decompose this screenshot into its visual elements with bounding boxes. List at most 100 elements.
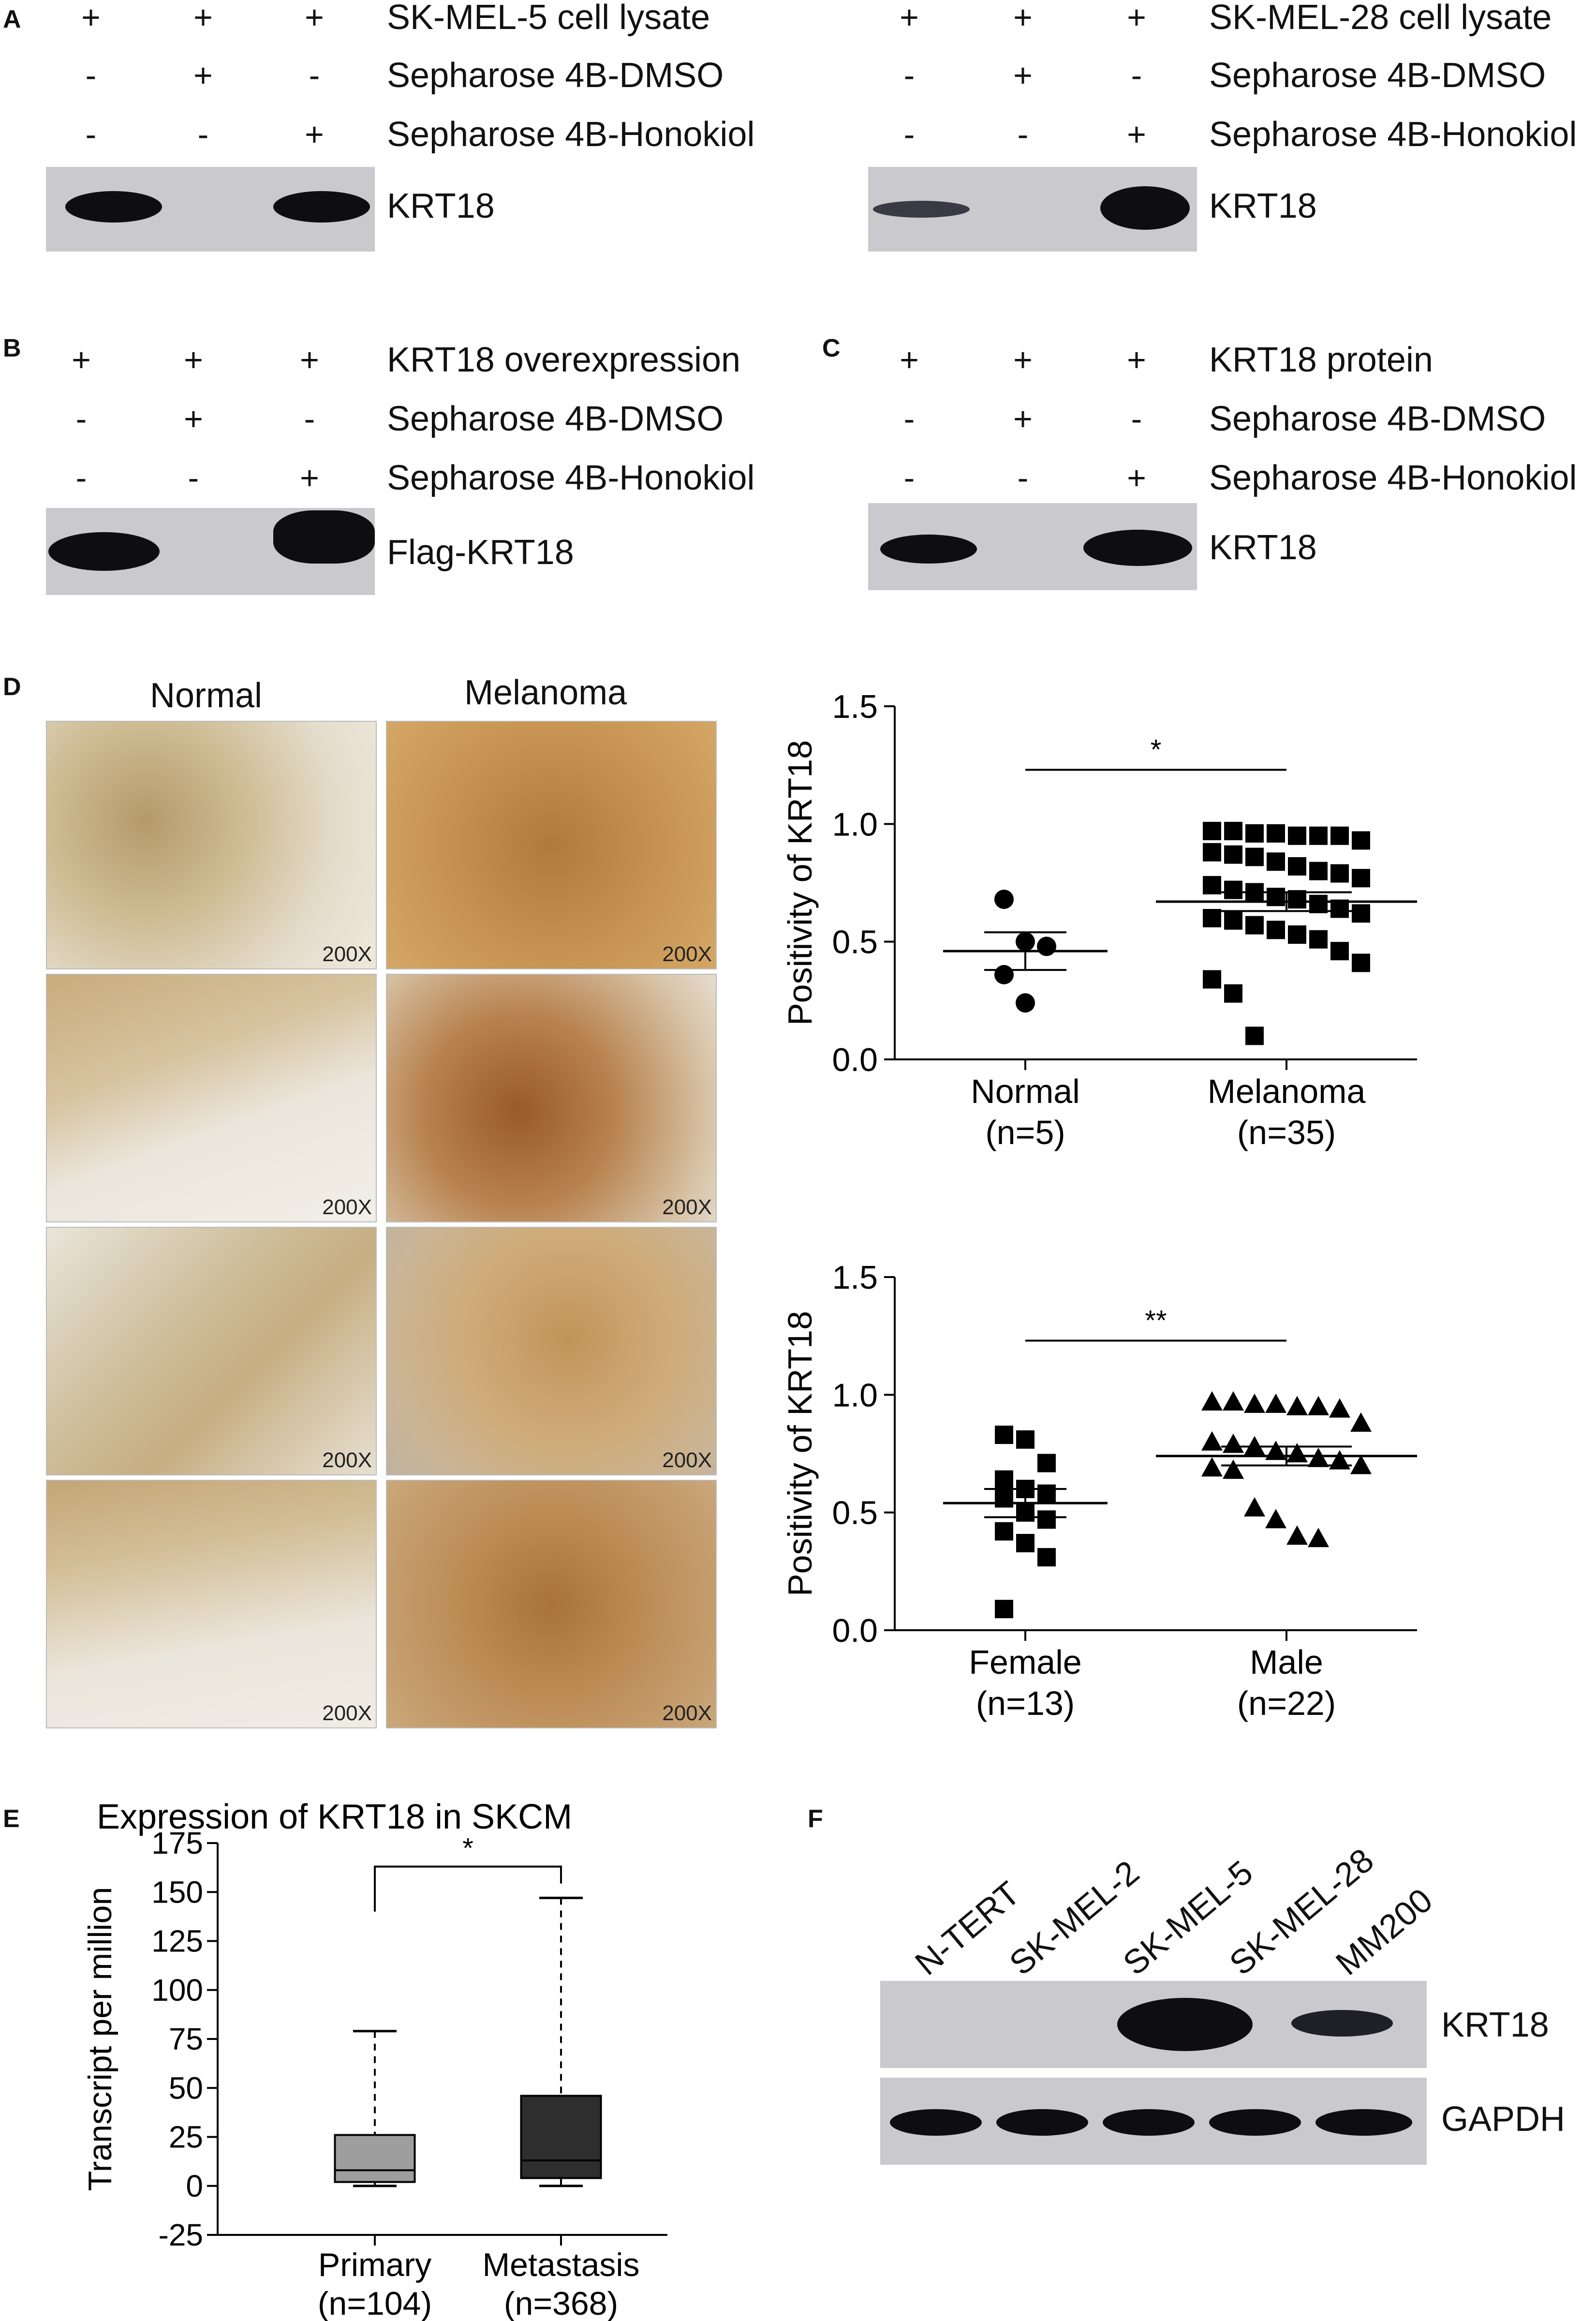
data-point [1223,1459,1244,1479]
scatter-plot-normal-vs-melanoma: 0.0 0.5 1.0 1.5 Positivity of KRT18 Normal (n=… [781,688,1417,1151]
data-point [1309,862,1328,880]
sign: - [75,401,87,437]
data-point [1203,876,1221,894]
box-plot-krt18-skcm: Expression of KRT18 in SKCM -25 0 25 50 75 100… [82,1798,667,2321]
blot-label: KRT18 [1209,187,1317,225]
blot-image [46,508,375,595]
blot-label: KRT18 [1441,2006,1549,2044]
sign: + [305,116,324,153]
y-axis-label: Transcript per million [82,1887,118,2191]
data-point [1309,930,1328,949]
blot-image [868,503,1197,590]
data-point [1201,1391,1223,1411]
x-tick-label: Primary [318,2247,431,2283]
data-point [1223,1391,1244,1411]
sign: - [304,401,315,437]
sign: - [1131,57,1142,94]
data-point [1203,821,1221,840]
y-tick-label: 0.0 [832,1041,878,1078]
sign: - [85,116,97,153]
chart-title: Expression of KRT18 in SKCM [97,1798,572,1836]
ihc-normal-3: 200X [46,1227,377,1475]
data-point [1016,1430,1034,1449]
panel-label-a: A [3,5,21,33]
sign: - [188,460,199,496]
box [520,2095,602,2179]
data-point [1288,925,1306,944]
data-point [1267,852,1285,871]
sign: + [1127,0,1146,36]
significance-marker: * [462,1833,473,1864]
blot-label: Flag-KRT18 [387,533,574,572]
y-tick-label: 125 [151,1924,203,1959]
blot-label: KRT18 [1209,528,1317,567]
data-point [1244,1436,1265,1456]
magnification-label: 200X [322,1195,372,1219]
sign: + [1013,342,1033,378]
data-point [994,890,1014,909]
sign: + [1013,57,1033,94]
sign: + [1013,401,1033,437]
data-point [1329,1450,1350,1470]
sign: + [1127,342,1146,378]
magnification-label: 200X [662,1195,712,1219]
data-point [1308,1396,1329,1415]
data-point [1244,1393,1265,1413]
lane-label: N-TERT [908,1874,1027,1983]
data-point [1329,1398,1350,1418]
y-tick-label: 25 [169,2120,203,2155]
data-point [1244,1497,1265,1517]
magnification-label: 200X [662,1448,712,1472]
blot-image [46,167,375,252]
sign: + [1127,116,1146,153]
sign: - [197,116,209,153]
panel-label-f: F [808,1805,823,1833]
y-axis-label: Positivity of KRT18 [781,1311,819,1596]
panel-label-b: B [3,334,21,362]
panel-label-e: E [3,1805,20,1833]
significance-bracket [374,1865,562,1912]
sign: + [81,0,101,36]
y-tick-label: 0.0 [832,1612,878,1649]
data-point [1245,848,1264,866]
y-tick-label: 175 [151,1826,203,1860]
sign: - [1017,460,1029,496]
x-tick-label: (n=13) [976,1684,1075,1722]
ihc-melanoma-4: 200X [386,1480,717,1728]
x-tick-label: Metastasis [483,2247,640,2283]
data-point [1308,1447,1329,1467]
sign: - [309,57,320,94]
blot-label: GAPDH [1441,2100,1566,2139]
sign: + [184,401,203,437]
y-tick-label: 150 [151,1875,203,1909]
data-point [1037,1548,1056,1567]
data-point [1352,904,1370,923]
ihc-melanoma-3: 200X [386,1227,717,1475]
sign: + [1127,460,1146,496]
significance-marker: * [1151,734,1162,765]
sign: + [1013,0,1033,36]
data-point [995,1600,1013,1619]
ihc-melanoma-2: 200X [386,974,717,1222]
ihc-normal-2: 200X [46,974,377,1222]
y-tick-label: 1.0 [832,1377,878,1413]
magnification-label: 200X [322,942,372,966]
data-point [1286,1525,1308,1545]
data-point [1286,1396,1308,1415]
y-tick-label: 0.5 [832,924,878,961]
magnification-label: 200X [662,942,712,966]
column-title-melanoma: Melanoma [464,673,627,712]
sign: - [1131,401,1142,437]
data-point [1352,869,1370,888]
data-point [1201,1431,1223,1451]
data-point [1224,880,1242,899]
data-point [1224,911,1242,930]
sign: + [900,0,919,36]
data-point [1309,826,1328,845]
sign: - [903,460,915,496]
data-point [995,1489,1013,1508]
x-tick-label: Male [1250,1643,1323,1681]
data-point [1203,843,1221,862]
y-tick-label: 50 [169,2070,203,2105]
data-point [995,1522,1013,1541]
